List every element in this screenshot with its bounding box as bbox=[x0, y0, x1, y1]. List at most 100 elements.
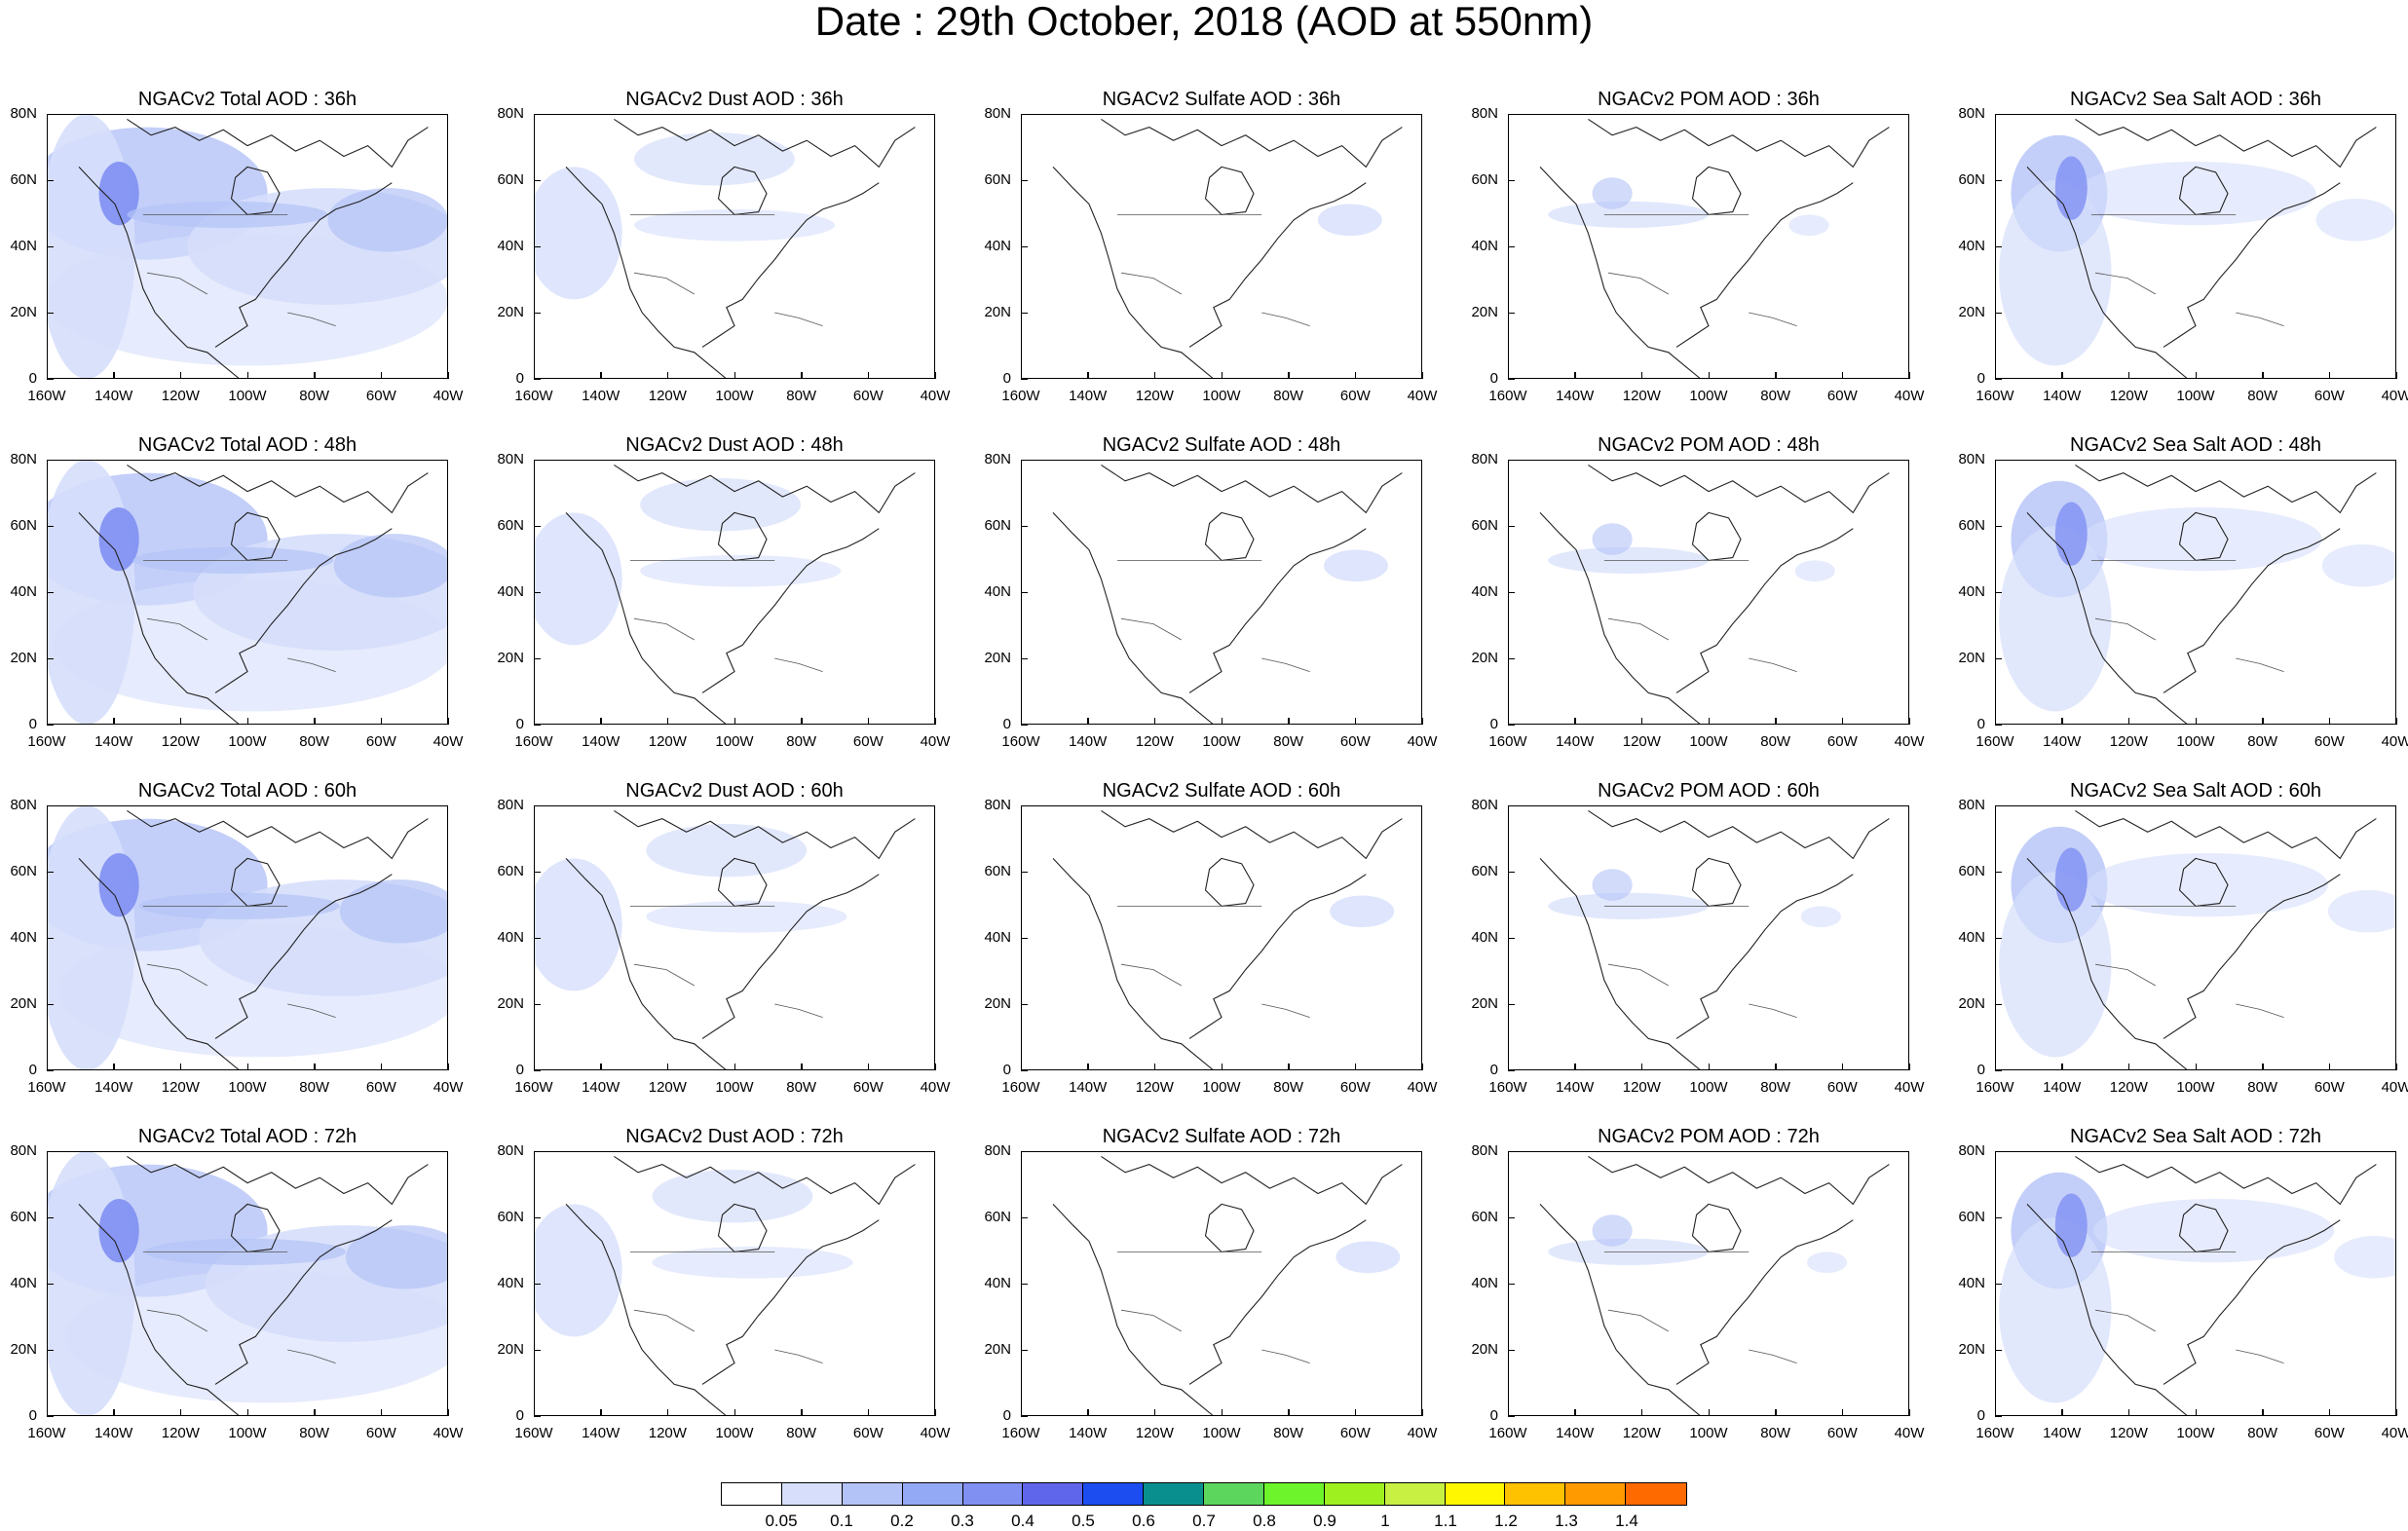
y-tick bbox=[1995, 1069, 2002, 1071]
y-tick-label: 40N bbox=[10, 929, 37, 946]
y-tick-label: 40N bbox=[497, 929, 524, 946]
y-tick bbox=[47, 525, 54, 527]
aod-plume bbox=[98, 1198, 139, 1263]
x-tick bbox=[1708, 1409, 1710, 1416]
map-frame bbox=[534, 1151, 935, 1416]
x-tick bbox=[1841, 372, 1844, 379]
map-panel: NGACv2 Dust AOD : 60h 80N 60N 40N 20N 0 160W 14… bbox=[497, 780, 950, 1096]
y-tick bbox=[1995, 657, 2002, 659]
y-tick-label: 40N bbox=[1471, 238, 1498, 254]
y-tick bbox=[1508, 1415, 1515, 1417]
y-tick bbox=[1995, 378, 2002, 380]
x-tick-label: 60W bbox=[1339, 733, 1371, 750]
coastline bbox=[2026, 167, 2189, 379]
y-tick bbox=[534, 1003, 541, 1005]
x-tick bbox=[1421, 372, 1423, 379]
x-tick bbox=[2061, 1064, 2063, 1070]
y-tick bbox=[1021, 179, 1028, 181]
y-tick bbox=[1995, 1415, 2002, 1417]
aod-plume bbox=[47, 233, 448, 366]
x-tick bbox=[934, 718, 936, 725]
aod-plume bbox=[64, 1270, 448, 1403]
coastline bbox=[701, 874, 880, 1039]
y-tick bbox=[1508, 937, 1515, 939]
y-tick bbox=[47, 1349, 54, 1351]
x-tick bbox=[1640, 1409, 1643, 1416]
coastline bbox=[1607, 963, 1669, 987]
x-tick-label: 40W bbox=[1894, 733, 1925, 750]
coastline bbox=[230, 857, 281, 907]
x-tick bbox=[2262, 372, 2264, 379]
aod-plume bbox=[640, 554, 842, 587]
x-tick-label: 140W bbox=[1069, 388, 1108, 404]
y-tick-label: 80N bbox=[497, 451, 524, 467]
x-tick-label: 140W bbox=[94, 1425, 133, 1441]
y-tick-label: 20N bbox=[984, 1341, 1011, 1358]
coastline bbox=[1052, 167, 1215, 379]
y-tick bbox=[1995, 459, 2002, 461]
y-tick bbox=[1995, 1216, 2002, 1218]
x-tick bbox=[801, 718, 803, 725]
x-tick bbox=[734, 718, 735, 725]
x-tick bbox=[1020, 372, 1022, 379]
y-tick bbox=[534, 1349, 541, 1351]
aod-plume bbox=[646, 824, 808, 878]
panel-title: NGACv2 POM AOD : 60h bbox=[1598, 780, 1820, 802]
aod-plume bbox=[1788, 214, 1829, 237]
x-tick-label: 60W bbox=[2314, 1079, 2345, 1096]
x-tick-label: 80W bbox=[1273, 733, 1304, 750]
x-tick-label: 140W bbox=[2043, 733, 2082, 750]
aod-map bbox=[1539, 118, 1890, 379]
coastline bbox=[1607, 1309, 1669, 1332]
x-tick-label: 60W bbox=[365, 388, 396, 404]
x-tick-label: 140W bbox=[582, 1079, 621, 1096]
y-tick-label: 60N bbox=[1471, 171, 1498, 188]
y-tick-label: 40N bbox=[10, 583, 37, 600]
colorbar-box bbox=[1144, 1483, 1204, 1505]
x-tick-label: 100W bbox=[2176, 1425, 2215, 1441]
x-tick-label: 80W bbox=[1760, 1425, 1791, 1441]
coastline bbox=[146, 272, 207, 295]
y-tick-label: 40N bbox=[1958, 929, 1985, 946]
x-tick bbox=[380, 372, 383, 379]
y-tick bbox=[1508, 657, 1515, 659]
x-tick bbox=[2195, 1064, 2197, 1070]
y-tick bbox=[534, 804, 541, 806]
aod-plume bbox=[98, 161, 139, 226]
coastline bbox=[1120, 1309, 1182, 1332]
y-tick-label: 20N bbox=[1471, 1341, 1498, 1358]
map-panel: NGACv2 Total AOD : 72h 80N 60N 40N 20N 0 160W 1… bbox=[10, 1126, 463, 1441]
x-tick-label: 100W bbox=[2176, 388, 2215, 404]
x-tick bbox=[1421, 1409, 1423, 1416]
x-tick-label: 100W bbox=[1202, 1425, 1241, 1441]
x-tick bbox=[1354, 718, 1357, 725]
coastline bbox=[717, 166, 768, 215]
aod-plume bbox=[1324, 549, 1388, 582]
x-tick bbox=[1708, 372, 1710, 379]
aod-plume bbox=[2081, 506, 2322, 572]
y-tick-label: 0 bbox=[515, 716, 524, 732]
coastline bbox=[565, 1204, 728, 1416]
colorbar-box bbox=[1445, 1483, 1506, 1505]
aod-plume bbox=[2334, 1236, 2396, 1279]
y-tick bbox=[1995, 591, 2002, 593]
x-tick bbox=[533, 1409, 535, 1416]
y-tick bbox=[47, 179, 54, 181]
colorbar-label: 0.8 bbox=[1253, 1512, 1276, 1530]
coastline bbox=[1052, 858, 1215, 1070]
x-tick-label: 80W bbox=[786, 388, 817, 404]
aod-plume bbox=[1330, 895, 1395, 928]
colorbar-label: 0.7 bbox=[1192, 1512, 1216, 1530]
x-tick-label: 140W bbox=[582, 1425, 621, 1441]
y-tick-label: 60N bbox=[10, 1209, 37, 1225]
coastline bbox=[1539, 167, 1702, 379]
aod-map bbox=[534, 809, 916, 1070]
x-tick bbox=[1574, 372, 1576, 379]
panel-title: NGACv2 Sea Salt AOD : 72h bbox=[2070, 1126, 2321, 1147]
x-tick-label: 140W bbox=[2043, 1425, 2082, 1441]
x-tick-label: 120W bbox=[1622, 388, 1661, 404]
y-tick bbox=[534, 245, 541, 247]
aod-plume bbox=[2327, 890, 2396, 933]
x-tick-label: 40W bbox=[433, 388, 464, 404]
aod-map bbox=[47, 114, 448, 379]
